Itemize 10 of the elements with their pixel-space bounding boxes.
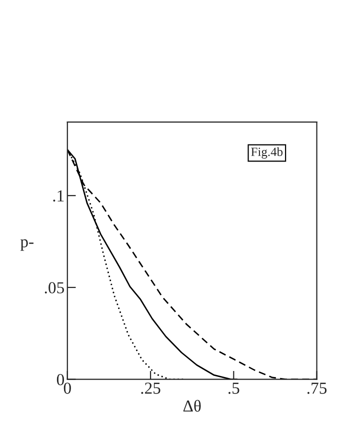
y-tick-label: .1 xyxy=(53,190,64,202)
annotation: Fig.4b xyxy=(251,147,283,159)
x-axis-title: Δθ xyxy=(183,400,201,412)
x-tick-label: .25 xyxy=(141,382,160,394)
x-tick-label: .5 xyxy=(228,382,240,394)
y-axis-title: p- xyxy=(20,239,34,251)
x-tick-label: .75 xyxy=(307,382,327,394)
y-tick-label: 0 xyxy=(56,374,64,386)
y-tick-label: .05 xyxy=(44,282,64,294)
x-tick-label: 0 xyxy=(64,382,71,394)
